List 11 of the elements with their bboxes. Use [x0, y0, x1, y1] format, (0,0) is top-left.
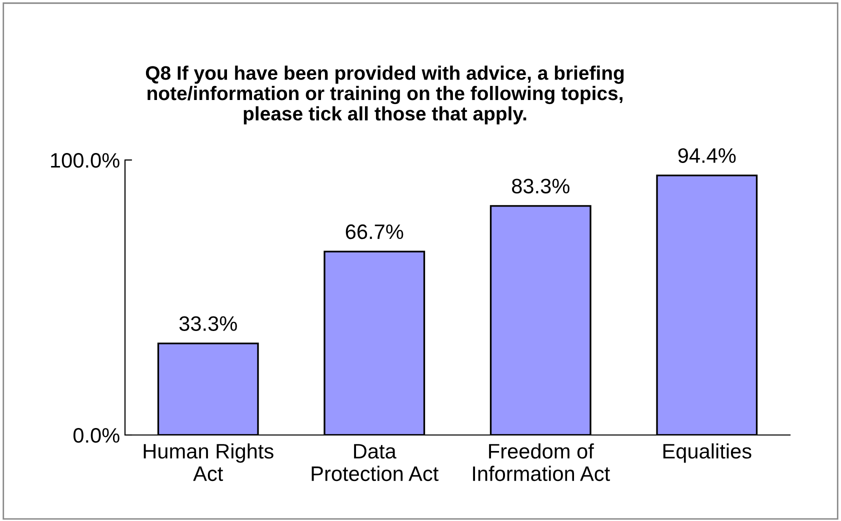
- y-tick-label: 100.0%: [51, 153, 120, 168]
- x-tick-label: Equalities: [663, 443, 752, 463]
- x-tick-label: Freedom of Information Act: [473, 443, 610, 482]
- data-label: 33.3%: [179, 316, 237, 331]
- data-label: 83.3%: [512, 178, 570, 194]
- chart-title: Q8 If you have been provided with advice, a briefing note/information or training on the following topics, please tick all those that apply.: [146, 66, 624, 124]
- data-label: 94.4%: [678, 148, 736, 163]
- data-label: 66.7%: [346, 224, 404, 240]
- x-tick-label: Human Rights Act: [144, 443, 274, 482]
- y-tick-label: 0.0%: [73, 428, 120, 443]
- x-tick-label: Data Protection Act: [312, 444, 438, 482]
